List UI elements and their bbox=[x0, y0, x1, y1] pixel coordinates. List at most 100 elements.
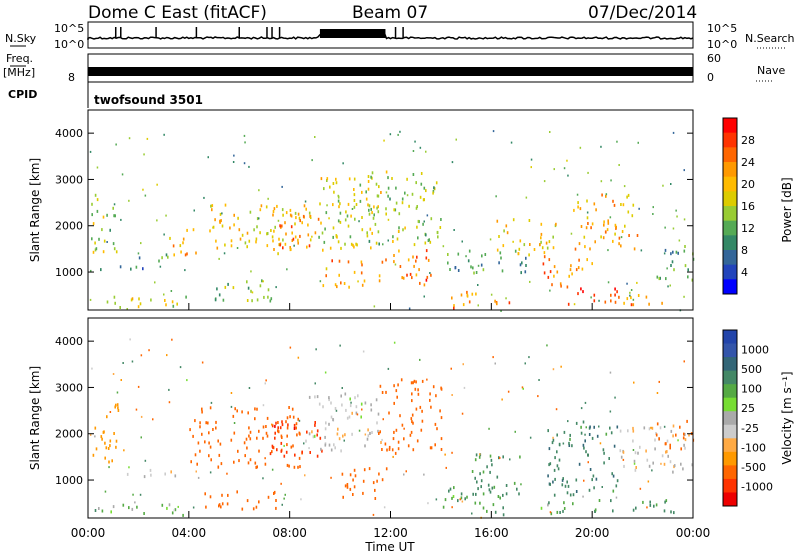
heatmap-cell bbox=[269, 452, 272, 456]
heatmap-cell bbox=[412, 381, 414, 385]
heatmap-cell bbox=[277, 252, 279, 256]
heatmap-cell bbox=[294, 453, 296, 457]
heatmap-cell bbox=[177, 505, 179, 508]
heatmap-cell bbox=[103, 430, 105, 434]
heatmap-cell bbox=[239, 237, 242, 241]
heatmap-cell bbox=[429, 240, 432, 244]
heatmap-cell bbox=[566, 491, 569, 495]
heatmap-cell bbox=[292, 444, 294, 448]
heatmap-cell bbox=[367, 203, 369, 207]
heatmap-cell bbox=[472, 266, 474, 270]
heatmap-cell bbox=[256, 436, 258, 440]
heatmap-cell bbox=[607, 219, 609, 223]
heatmap-cell bbox=[453, 306, 455, 310]
heatmap-cell bbox=[609, 371, 612, 374]
heatmap-cell bbox=[333, 190, 335, 194]
heatmap-cell bbox=[406, 273, 408, 277]
heatmap-cell bbox=[525, 256, 527, 260]
heatmap-cell bbox=[419, 358, 421, 361]
heatmap-cell bbox=[222, 298, 225, 302]
heatmap-cell bbox=[249, 430, 252, 434]
heatmap-cell bbox=[588, 433, 591, 436]
velocity-cbar-label: Velocity [m s⁻¹] bbox=[780, 371, 794, 464]
heatmap-cell bbox=[397, 133, 399, 136]
heatmap-cell bbox=[317, 217, 320, 221]
heatmap-cell bbox=[630, 289, 633, 291]
heatmap-cell bbox=[397, 383, 399, 387]
colorbar-tick-label: 500 bbox=[741, 363, 762, 376]
heatmap-cell bbox=[230, 405, 233, 408]
heatmap-cell bbox=[497, 495, 500, 498]
heatmap-cell bbox=[607, 281, 610, 284]
heatmap-cell bbox=[580, 407, 583, 410]
heatmap-cell bbox=[409, 272, 412, 276]
heatmap-cell bbox=[552, 480, 554, 484]
heatmap-cell bbox=[246, 231, 249, 235]
heatmap-cell bbox=[601, 193, 603, 197]
heatmap-cell bbox=[324, 435, 326, 439]
heatmap-cell bbox=[292, 237, 295, 241]
heatmap-cell bbox=[346, 214, 349, 218]
heatmap-cell bbox=[150, 473, 152, 477]
heatmap-cell bbox=[283, 497, 285, 500]
heatmap-cell bbox=[623, 301, 625, 305]
heatmap-cell bbox=[266, 434, 269, 438]
nsky-burst bbox=[319, 29, 386, 38]
heatmap-cell bbox=[328, 422, 330, 426]
heatmap-cell bbox=[119, 265, 122, 269]
heatmap-cell bbox=[344, 218, 347, 222]
heatmap-cell bbox=[115, 439, 118, 443]
heatmap-cell bbox=[417, 219, 420, 223]
heatmap-cell bbox=[282, 238, 284, 242]
heatmap-cell bbox=[393, 430, 395, 434]
heatmap-cell bbox=[243, 134, 246, 137]
heatmap-cell bbox=[502, 506, 504, 510]
heatmap-cell bbox=[425, 189, 427, 193]
heatmap-cell bbox=[394, 451, 397, 455]
heatmap-cell bbox=[201, 361, 204, 364]
heatmap-cell bbox=[630, 303, 633, 307]
heatmap-cell bbox=[401, 276, 403, 280]
heatmap-cell bbox=[150, 298, 152, 302]
heatmap-cell bbox=[656, 392, 659, 394]
heatmap-cell bbox=[568, 444, 571, 447]
heatmap-cell bbox=[96, 198, 99, 202]
heatmap-cell bbox=[89, 150, 92, 153]
heatmap-cell bbox=[415, 206, 418, 210]
heatmap-cell bbox=[434, 443, 436, 447]
heatmap-cell bbox=[113, 432, 115, 435]
heatmap-cell bbox=[560, 365, 562, 368]
heatmap-cell bbox=[232, 286, 235, 290]
heatmap-cell bbox=[272, 239, 274, 243]
heatmap-cell bbox=[352, 493, 354, 496]
heatmap-cell bbox=[562, 509, 564, 513]
heatmap-cell bbox=[298, 419, 301, 422]
heatmap-cell bbox=[381, 260, 384, 264]
heatmap-cell bbox=[376, 479, 378, 483]
heatmap-cell bbox=[354, 396, 356, 400]
heatmap-cell bbox=[351, 208, 354, 210]
heatmap-cell bbox=[226, 502, 229, 506]
heatmap-cell bbox=[419, 146, 422, 149]
heatmap-cell bbox=[553, 274, 555, 278]
heatmap-cell bbox=[529, 436, 532, 439]
heatmap-cell bbox=[619, 429, 622, 433]
heatmap-cell bbox=[346, 485, 349, 489]
heatmap-cell bbox=[106, 300, 109, 304]
heatmap-cell bbox=[425, 249, 428, 253]
heatmap-cell bbox=[218, 293, 221, 297]
heatmap-cell bbox=[341, 472, 344, 476]
heatmap-cell bbox=[249, 210, 252, 214]
heatmap-cell bbox=[542, 262, 545, 266]
heatmap-cell bbox=[609, 216, 612, 219]
heatmap-cell bbox=[284, 242, 287, 246]
heatmap-cell bbox=[639, 445, 641, 449]
heatmap-cell bbox=[173, 509, 176, 512]
colorbar-segment bbox=[723, 206, 737, 222]
heatmap-cell bbox=[600, 180, 603, 183]
heatmap-cell bbox=[468, 249, 471, 253]
heatmap-cell bbox=[207, 421, 209, 425]
nsearch-label: N.Search bbox=[745, 32, 795, 45]
